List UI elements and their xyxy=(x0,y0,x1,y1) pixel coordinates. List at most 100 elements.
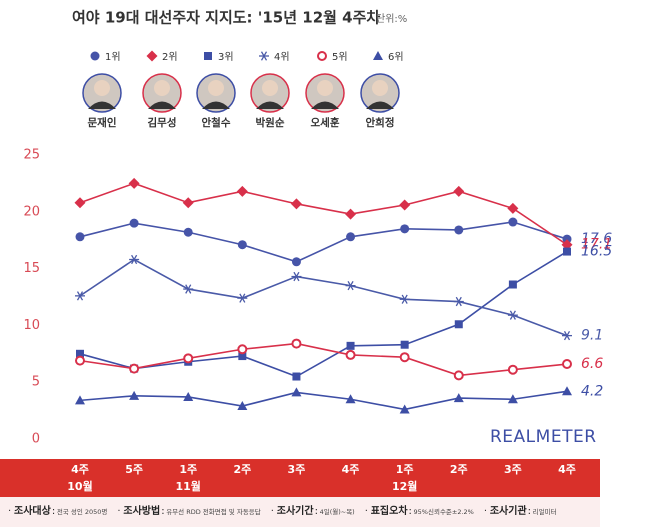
marker xyxy=(399,294,410,304)
marker xyxy=(128,177,140,189)
marker xyxy=(146,50,158,62)
x-tick-label: 5주 xyxy=(125,463,143,476)
marker xyxy=(75,355,85,366)
marker xyxy=(317,51,327,61)
marker xyxy=(399,404,410,414)
candidate-suit xyxy=(202,101,230,109)
marker xyxy=(237,293,248,303)
y-tick-label: 25 xyxy=(23,148,40,163)
footer-colon: : xyxy=(161,506,164,517)
y-tick-label: 5 xyxy=(32,375,40,390)
x-tick-label: 4주 xyxy=(71,463,89,476)
marker xyxy=(237,401,248,411)
series-line xyxy=(79,342,568,377)
marker xyxy=(291,338,302,349)
series-line xyxy=(79,182,568,246)
footer-label: 조사기간 xyxy=(277,504,315,517)
legend-label: 4위 xyxy=(274,50,290,63)
marker xyxy=(182,197,194,209)
footer-text: 4일(월)~목) xyxy=(320,507,355,516)
marker xyxy=(400,224,410,234)
marker xyxy=(74,197,86,209)
marker xyxy=(183,391,194,401)
marker xyxy=(562,359,572,370)
marker xyxy=(373,51,383,60)
footer-bullet: · xyxy=(117,506,120,517)
footer-colon: : xyxy=(409,506,412,517)
candidate-face xyxy=(94,80,110,96)
marker xyxy=(507,202,519,214)
footer-band xyxy=(0,497,600,527)
footer-text: 95%신뢰수준±2.2% xyxy=(414,507,474,516)
marker xyxy=(345,349,356,360)
x-tick-label: 2주 xyxy=(233,463,251,476)
marker xyxy=(346,232,356,242)
marker xyxy=(453,370,464,381)
marker xyxy=(507,364,518,375)
marker xyxy=(75,395,85,405)
candidate-suit xyxy=(366,101,394,109)
footer-text: 전국 성인 2050명 xyxy=(57,507,108,516)
marker xyxy=(290,198,302,210)
series-line xyxy=(79,221,568,263)
legend-label: 5위 xyxy=(332,50,348,63)
marker xyxy=(562,330,572,341)
marker xyxy=(90,51,100,61)
marker xyxy=(507,394,518,404)
candidate-name: 문재인 xyxy=(88,116,117,129)
candidate-suit xyxy=(256,101,284,109)
footer-colon: : xyxy=(528,506,531,517)
footer-colon: : xyxy=(52,506,55,517)
candidate-face xyxy=(262,80,278,96)
x-tick-label: 1주 xyxy=(179,463,197,476)
watermark: REALMETER xyxy=(490,427,597,447)
y-tick-label: 0 xyxy=(32,432,40,447)
x-tick-month: 11월 xyxy=(176,479,201,493)
marker xyxy=(562,234,572,244)
candidate-name: 오세훈 xyxy=(311,116,340,129)
x-tick-label: 2주 xyxy=(450,463,468,476)
marker xyxy=(561,239,573,251)
legend-marker xyxy=(90,51,100,61)
candidate-face xyxy=(372,80,388,96)
candidate-suit xyxy=(148,101,176,109)
marker xyxy=(236,185,248,197)
marker xyxy=(291,257,301,267)
marker xyxy=(204,52,212,60)
marker xyxy=(453,185,465,197)
candidate-name: 안철수 xyxy=(202,116,231,129)
marker xyxy=(345,208,357,220)
candidate-suit xyxy=(88,101,116,109)
marker xyxy=(346,341,355,350)
candidate-name: 안희정 xyxy=(366,116,395,129)
x-tick-label: 3주 xyxy=(288,463,306,476)
value-label: 9.1 xyxy=(581,328,603,344)
marker xyxy=(453,393,464,403)
marker xyxy=(507,310,518,320)
legend-marker xyxy=(259,51,269,61)
marker xyxy=(454,225,464,235)
marker xyxy=(453,296,464,307)
chart-title: 여야 19대 대선주자 지지도: '15년 12월 4주차 xyxy=(72,9,380,27)
footer-bullet: · xyxy=(365,506,368,517)
value-label: 4.2 xyxy=(581,383,603,399)
marker xyxy=(237,344,248,355)
candidate-face xyxy=(208,80,224,96)
footer-label: 조사대상 xyxy=(14,504,52,517)
marker xyxy=(291,387,302,397)
y-tick-label: 10 xyxy=(23,318,40,333)
unit-label: 단위:% xyxy=(376,12,407,25)
marker xyxy=(563,247,571,256)
marker xyxy=(291,271,302,282)
marker xyxy=(183,284,194,294)
marker xyxy=(75,291,85,301)
y-tick-label: 15 xyxy=(23,261,40,276)
candidate-name: 김무성 xyxy=(148,116,177,129)
marker xyxy=(237,240,247,250)
legend-marker xyxy=(146,50,158,62)
value-label: 17.6 xyxy=(581,231,612,247)
x-tick-month: 12월 xyxy=(392,479,417,493)
footer-bullet: · xyxy=(8,506,11,517)
marker xyxy=(129,254,140,265)
candidate-name: 박원순 xyxy=(256,116,285,129)
